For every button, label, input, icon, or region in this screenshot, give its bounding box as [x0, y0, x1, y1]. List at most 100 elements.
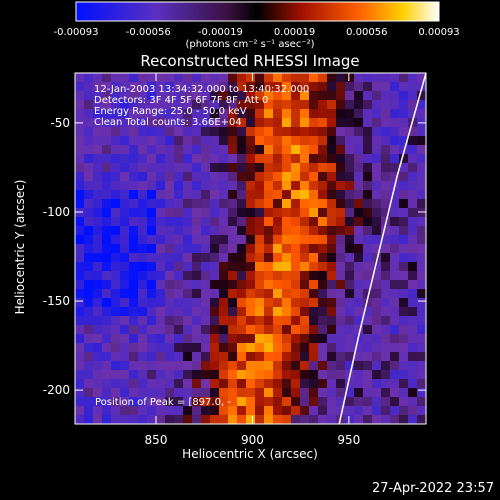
heatmap-cell: [327, 145, 336, 154]
heatmap-cell: [282, 325, 291, 334]
heatmap-cell: [309, 181, 318, 190]
y-axis-label: Heliocentric Y (arcsec): [13, 179, 27, 315]
heatmap-cell: [93, 172, 102, 181]
heatmap-cell: [399, 361, 408, 370]
heatmap-cell: [93, 334, 102, 343]
heatmap-cell: [309, 244, 318, 253]
heatmap-cell: [354, 163, 363, 172]
heatmap-cell: [291, 199, 300, 208]
heatmap-cell: [111, 118, 120, 127]
heatmap-cell: [138, 406, 147, 415]
heatmap-cell: [354, 316, 363, 325]
heatmap-cell: [399, 388, 408, 397]
heatmap-cell: [417, 406, 426, 415]
heatmap-cell: [237, 91, 246, 100]
heatmap-cell: [75, 235, 84, 244]
heatmap-cell: [201, 208, 210, 217]
heatmap-cell: [264, 397, 273, 406]
heatmap-cell: [264, 109, 273, 118]
heatmap-cell: [246, 91, 255, 100]
heatmap-cell: [129, 271, 138, 280]
heatmap-cell: [309, 217, 318, 226]
heatmap-cell: [102, 397, 111, 406]
heatmap-cell: [345, 100, 354, 109]
heatmap-cell: [255, 370, 264, 379]
heatmap-cell: [291, 172, 300, 181]
heatmap-cell: [237, 73, 246, 82]
heatmap-cell: [273, 289, 282, 298]
heatmap-cell: [219, 370, 228, 379]
heatmap-cell: [102, 253, 111, 262]
heatmap-cell: [120, 343, 129, 352]
heatmap-cell: [210, 289, 219, 298]
heatmap-cell: [228, 109, 237, 118]
heatmap-cell: [201, 199, 210, 208]
heatmap-cell: [156, 136, 165, 145]
heatmap-cell: [174, 145, 183, 154]
heatmap-cell: [111, 388, 120, 397]
heatmap-cell: [84, 163, 93, 172]
heatmap-cell: [327, 100, 336, 109]
heatmap-cell: [228, 100, 237, 109]
heatmap-cell: [255, 307, 264, 316]
heatmap-cell: [102, 388, 111, 397]
heatmap-cell: [138, 127, 147, 136]
heatmap-cell: [192, 316, 201, 325]
heatmap-cell: [219, 271, 228, 280]
heatmap-cell: [381, 244, 390, 253]
heatmap-cell: [399, 91, 408, 100]
heatmap-cell: [354, 181, 363, 190]
heatmap-cell: [372, 343, 381, 352]
heatmap-cell: [129, 388, 138, 397]
heatmap-cell: [228, 217, 237, 226]
heatmap-cell: [102, 352, 111, 361]
heatmap-cell: [183, 406, 192, 415]
heatmap-cell: [228, 334, 237, 343]
heatmap-cell: [192, 352, 201, 361]
heatmap-cell: [165, 370, 174, 379]
heatmap-cell: [246, 199, 255, 208]
heatmap-cell: [75, 253, 84, 262]
heatmap-cell: [192, 91, 201, 100]
heatmap-cell: [309, 325, 318, 334]
heatmap-cell: [129, 352, 138, 361]
heatmap-cell: [282, 208, 291, 217]
heatmap-cell: [210, 280, 219, 289]
heatmap-cell: [246, 208, 255, 217]
heatmap-cell: [282, 226, 291, 235]
heatmap-cell: [93, 361, 102, 370]
heatmap-cell: [75, 82, 84, 91]
heatmap-cell: [264, 118, 273, 127]
heatmap-cell: [255, 352, 264, 361]
heatmap-cell: [336, 334, 345, 343]
heatmap-cell: [363, 118, 372, 127]
heatmap-cell: [282, 91, 291, 100]
heatmap-cell: [255, 271, 264, 280]
heatmap-cell: [408, 397, 417, 406]
heatmap-cell: [381, 235, 390, 244]
heatmap-cell: [264, 370, 273, 379]
heatmap-cell: [138, 388, 147, 397]
heatmap-cell: [417, 388, 426, 397]
heatmap-cell: [354, 73, 363, 82]
heatmap-cell: [147, 190, 156, 199]
heatmap-cell: [120, 118, 129, 127]
heatmap-cell: [138, 109, 147, 118]
heatmap-cell: [336, 262, 345, 271]
heatmap-cell: [147, 226, 156, 235]
heatmap-cell: [264, 253, 273, 262]
heatmap-cell: [372, 289, 381, 298]
heatmap-cell: [183, 109, 192, 118]
heatmap-cell: [129, 91, 138, 100]
heatmap-cell: [255, 253, 264, 262]
heatmap-cell: [156, 154, 165, 163]
heatmap-cell: [318, 271, 327, 280]
heatmap-cell: [363, 163, 372, 172]
heatmap-cell: [102, 262, 111, 271]
heatmap-cell: [282, 415, 291, 424]
heatmap-cell: [183, 154, 192, 163]
heatmap-cell: [111, 307, 120, 316]
heatmap-cell: [417, 307, 426, 316]
heatmap-cell: [291, 226, 300, 235]
heatmap-cell: [174, 361, 183, 370]
